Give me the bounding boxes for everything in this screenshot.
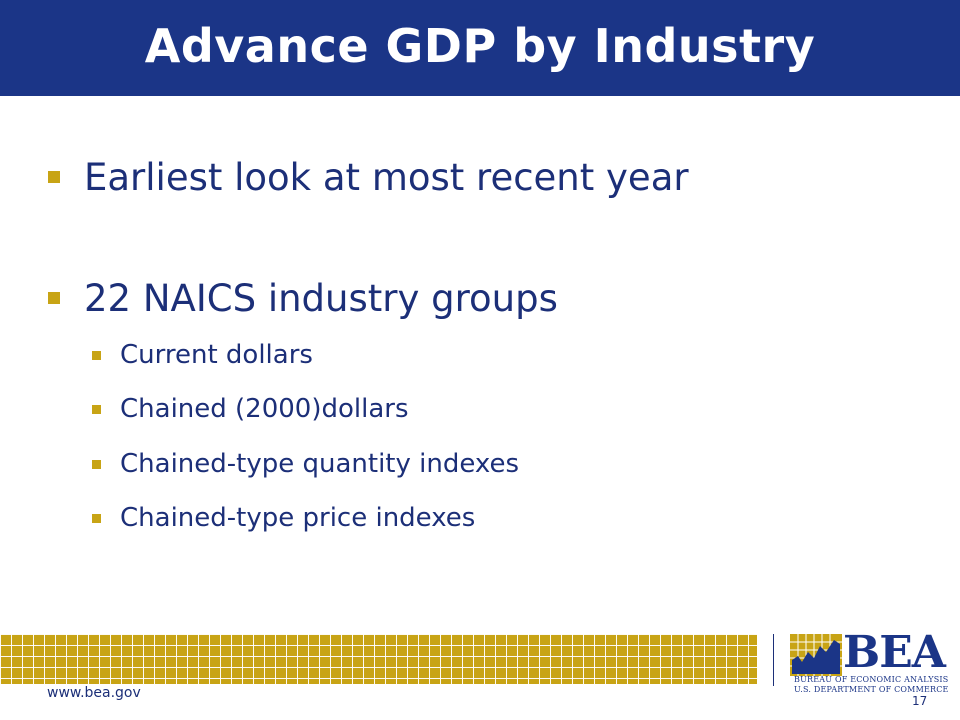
sub-bullet-item: Current dollars xyxy=(92,337,313,373)
sub-bullet-item: Chained-type quantity indexes xyxy=(92,446,519,482)
square-bullet-icon xyxy=(92,513,101,523)
sub-bullet-text: Current dollars xyxy=(120,340,313,370)
sub-bullet-item: Chained-type price indexes xyxy=(92,500,475,536)
slide-title: Advance GDP by Industry xyxy=(144,19,816,73)
bullet-item: 22 NAICS industry groups xyxy=(48,273,558,323)
square-bullet-icon xyxy=(48,171,60,183)
footer-url[interactable]: www.bea.gov xyxy=(47,685,141,701)
bea-chart-logo-icon xyxy=(790,634,842,676)
square-bullet-icon xyxy=(92,404,101,414)
slide-number: 17 xyxy=(912,694,928,708)
sub-bullet-item: Chained (2000)dollars xyxy=(92,391,409,427)
footer-grid-band xyxy=(0,634,757,684)
bullet-item: Earliest look at most recent year xyxy=(48,152,689,202)
bea-logo-line1: BUREAU OF ECONOMIC ANALYSIS xyxy=(794,675,949,684)
sub-bullet-text: Chained (2000)dollars xyxy=(120,394,409,424)
bea-logo: BEA BUREAU OF ECONOMIC ANALYSIS U.S. DEP… xyxy=(788,627,949,694)
sub-bullet-text: Chained-type quantity indexes xyxy=(120,449,520,479)
title-bar: Advance GDP by Industry xyxy=(0,0,960,96)
square-bullet-icon xyxy=(92,459,101,469)
bullet-text: 22 NAICS industry groups xyxy=(84,276,558,320)
sub-bullet-text: Chained-type price indexes xyxy=(120,503,476,533)
bea-logo-line2: U.S. DEPARTMENT OF COMMERCE xyxy=(794,685,949,694)
square-bullet-icon xyxy=(92,350,101,360)
bea-logo-word: BEA xyxy=(843,627,946,678)
square-bullet-icon xyxy=(48,292,60,304)
bullet-text: Earliest look at most recent year xyxy=(84,155,689,199)
footer-divider xyxy=(773,634,774,686)
